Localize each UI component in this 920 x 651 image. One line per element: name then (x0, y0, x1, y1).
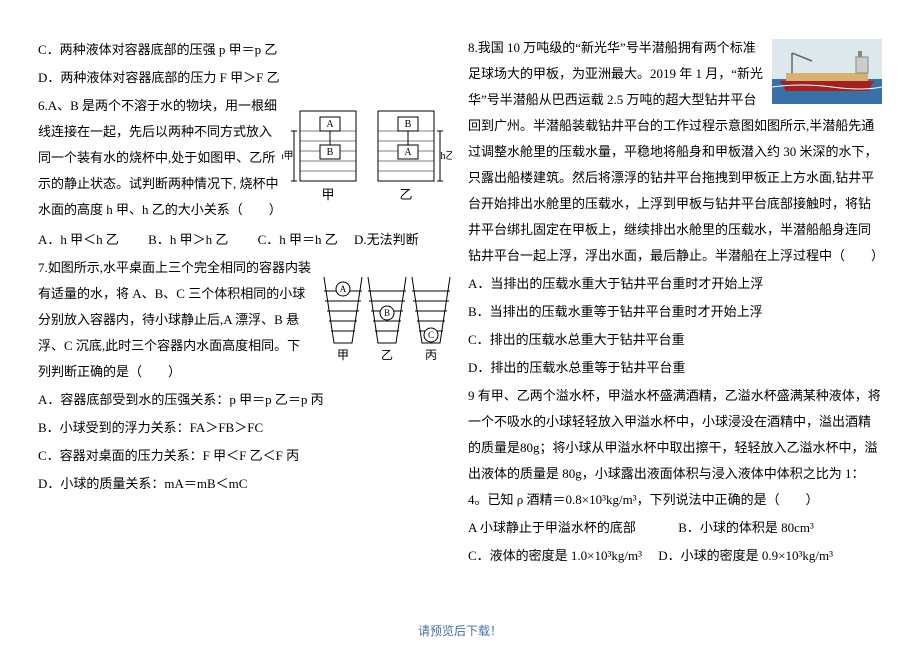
q6-label-hyi: h乙 (441, 150, 453, 162)
q8-block: 8.我国 10 万吨级的“新光华”号半潜船拥有两个标准足球场大的甲板，为亚洲最大… (468, 35, 882, 269)
q6-option-c: C．h 甲＝h 乙 (258, 232, 338, 247)
q8-option-c: C．排出的压载水总重大于钻井平台重 (468, 327, 882, 353)
q6-label-jia: 甲 (321, 187, 334, 202)
q6-option-d: D.无法判断 (354, 232, 419, 247)
q6-option-a: A．h 甲＜h 乙 (38, 232, 119, 247)
q7-option-a: A．容器底部受到水的压强关系：p 甲＝p 乙＝p 丙 (38, 387, 452, 413)
q7-ball-a: A (340, 284, 347, 294)
q9-options-row1: A 小球静止于甲溢水杯的底部 B．小球的体积是 80cm³ (468, 515, 882, 541)
q7-label-jia: 甲 (337, 348, 349, 362)
q7-ball-c: C (428, 330, 434, 340)
left-column: C．两种液体对容器底部的压强 p 甲＝p 乙 D．两种液体对容器底部的压力 F … (30, 35, 460, 610)
q9-option-a: A 小球静止于甲溢水杯的底部 (468, 520, 636, 535)
q9-option-b: B．小球的体积是 80cm³ (678, 520, 814, 535)
q8-option-b: B．当排出的压载水重等于钻井平台重时才开始上浮 (468, 299, 882, 325)
page-footer: 请预览后下载！ (0, 620, 920, 639)
q7-option-b: B．小球受到的浮力关系：FA＞FB＞FC (38, 415, 452, 441)
q9-options-row2: C．液体的密度是 1.0×10³kg/m³ D．小球的密度是 0.9×10³kg… (468, 543, 882, 569)
q6-stem: 6.A、B 是两个不溶于水的物块，用一根细线连接在一起，先后以两种不同方式放入同… (38, 93, 282, 223)
ship-image (772, 39, 882, 104)
q6-label-b1: B (327, 147, 334, 158)
q7-label-bing: 丙 (425, 348, 437, 362)
q7-option-d: D．小球的质量关系：mA＝mB＜mC (38, 471, 452, 497)
q6-figure: A B h甲 甲 (282, 93, 452, 213)
q6-options: A．h 甲＜h 乙 B．h 甲＞h 乙 C．h 甲＝h 乙 D.无法判断 (38, 227, 452, 253)
q6-block: 6.A、B 是两个不溶于水的物块，用一根细线连接在一起，先后以两种不同方式放入同… (38, 93, 452, 223)
q6-label-a2: A (404, 147, 412, 158)
q5-option-d: D．两种液体对容器底部的压力 F 甲＞F 乙 (38, 65, 452, 91)
q6-label-b2: B (405, 119, 412, 130)
q5-option-c: C．两种液体对容器底部的压强 p 甲＝p 乙 (38, 37, 452, 63)
q6-label-a1: A (326, 119, 334, 130)
q8-option-a: A．当排出的压载水重大于钻井平台重时才开始上浮 (468, 271, 882, 297)
q9-stem: 9 有甲、乙两个溢水杯，甲溢水杯盛满酒精，乙溢水杯盛满某种液体，将一个不吸水的小… (468, 383, 882, 513)
q7-option-c: C．容器对桌面的压力关系：F 甲＜F 乙＜F 丙 (38, 443, 452, 469)
q7-stem: 7.如图所示,水平桌面上三个完全相同的容器内装有适量的水，将 A、B、C 三个体… (38, 255, 312, 385)
q7-block: 7.如图所示,水平桌面上三个完全相同的容器内装有适量的水，将 A、B、C 三个体… (38, 255, 452, 385)
q8-option-d: D．排出的压载水总重等于钻井平台重 (468, 355, 882, 381)
q7-label-yi: 乙 (381, 348, 393, 362)
q9-option-c: C．液体的密度是 1.0×10³kg/m³ (468, 548, 642, 563)
q7-figure: A B C 甲 乙 丙 (312, 255, 452, 370)
q6-option-b: B．h 甲＞h 乙 (148, 232, 228, 247)
q6-label-hjia: h甲 (282, 151, 294, 162)
q6-label-yi: 乙 (399, 187, 412, 202)
q7-ball-b: B (384, 308, 390, 318)
q9-option-d: D．小球的密度是 0.9×10³kg/m³ (658, 548, 833, 563)
right-column: 8.我国 10 万吨级的“新光华”号半潜船拥有两个标准足球场大的甲板，为亚洲最大… (460, 35, 890, 610)
